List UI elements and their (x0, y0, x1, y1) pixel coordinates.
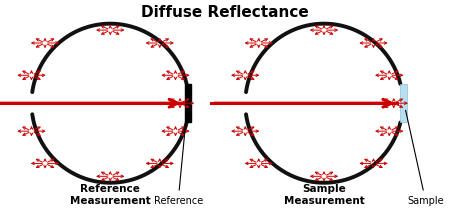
Text: Diffuse Reflectance: Diffuse Reflectance (141, 5, 309, 20)
Text: Reference: Reference (153, 115, 203, 206)
Text: Reference
Measurement: Reference Measurement (70, 184, 151, 206)
Bar (185, 84, 191, 123)
Bar (400, 84, 407, 123)
Text: Sample
Measurement: Sample Measurement (284, 184, 364, 206)
Text: Sample: Sample (405, 110, 444, 206)
